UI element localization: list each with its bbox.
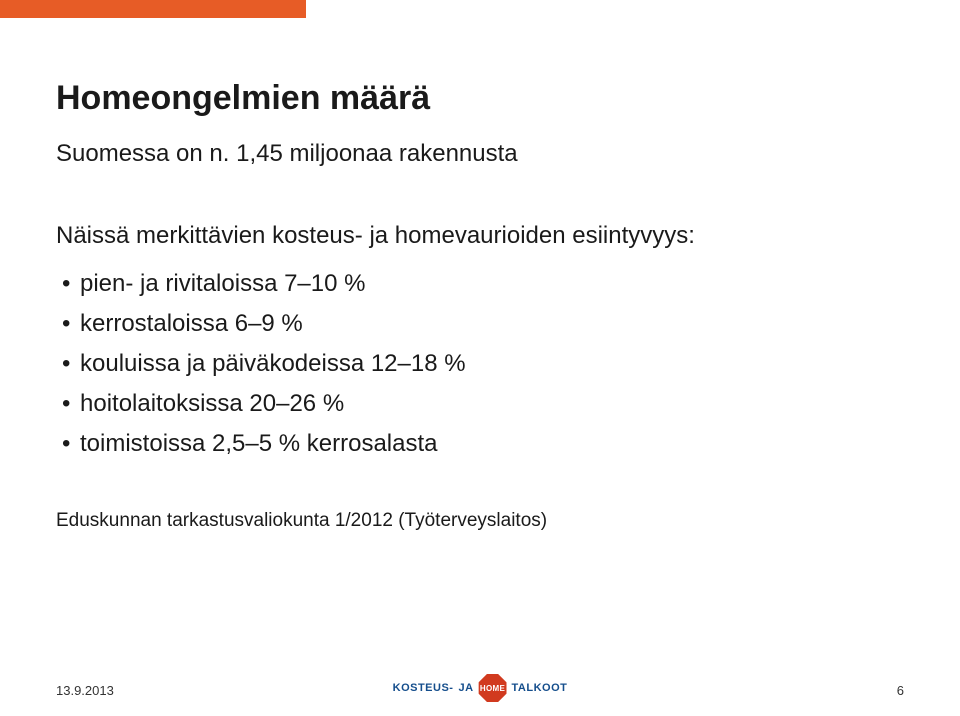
list-item: hoitolaitoksissa 20–26 % <box>56 384 876 424</box>
list-intro: Näissä merkittävien kosteus- ja homevaur… <box>56 222 876 250</box>
list-item: kouluissa ja päiväkodeissa 12–18 % <box>56 344 876 384</box>
list-item: pien- ja rivitaloissa 7–10 % <box>56 264 876 304</box>
list-item: kerrostaloissa 6–9 % <box>56 304 876 344</box>
page-title: Homeongelmien määrä <box>56 79 430 118</box>
subtitle: Suomessa on n. 1,45 miljoonaa rakennusta <box>56 140 518 168</box>
accent-bar <box>0 0 306 18</box>
list-item: toimistoissa 2,5–5 % kerrosalasta <box>56 424 876 464</box>
bullet-list: pien- ja rivitaloissa 7–10 % kerrostaloi… <box>56 264 876 464</box>
content-list: Näissä merkittävien kosteus- ja homevaur… <box>56 222 876 464</box>
page-number: 6 <box>897 683 904 698</box>
footer-logo: KOSTEUS- JA HOME TALKOOT <box>393 674 568 702</box>
source-citation: Eduskunnan tarkastusvaliokunta 1/2012 (T… <box>56 510 547 532</box>
logo-text-joiner: JA <box>458 682 473 694</box>
badge-label: HOME <box>480 684 505 693</box>
logo-text-right: TALKOOT <box>512 682 568 694</box>
logo-text-left: KOSTEUS- <box>393 682 454 694</box>
slide: Homeongelmien määrä Suomessa on n. 1,45 … <box>0 0 960 716</box>
footer-date: 13.9.2013 <box>56 683 114 698</box>
home-badge-icon: HOME <box>479 674 507 702</box>
